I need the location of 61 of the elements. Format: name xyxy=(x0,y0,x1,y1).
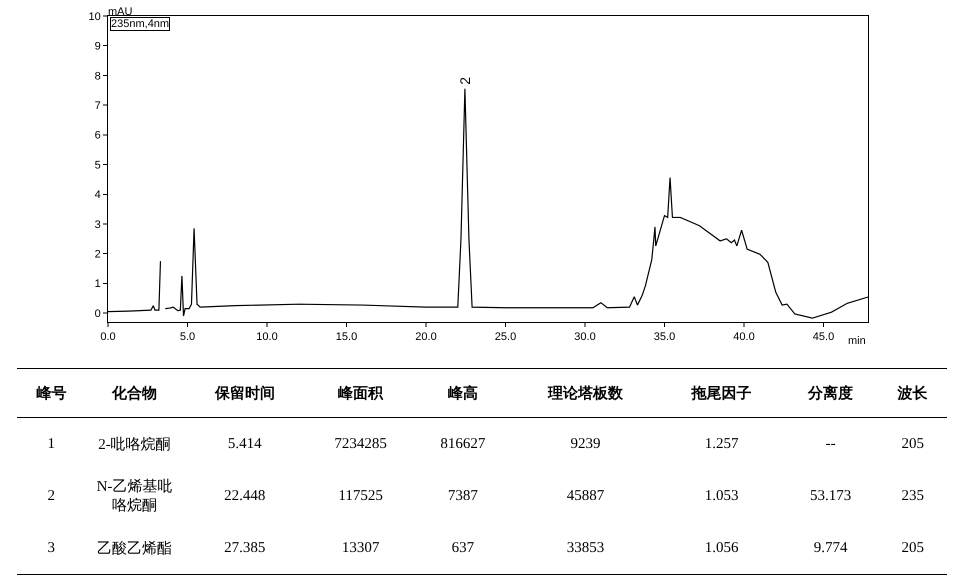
text: 9239 xyxy=(570,436,600,452)
text: 7234285 xyxy=(334,436,387,452)
category-label: 峰高 xyxy=(415,368,511,418)
text: 45887 xyxy=(566,488,604,504)
text: N-乙烯基吡咯烷酮 xyxy=(96,479,172,514)
text: 7387 xyxy=(448,488,478,504)
x-tick-label: 20.0 xyxy=(415,331,437,344)
text: 205 xyxy=(901,540,924,556)
text: 1.053 xyxy=(704,488,738,504)
text: 5.414 xyxy=(228,436,262,452)
x-axis-title: min xyxy=(848,335,866,347)
text: 816627 xyxy=(440,436,486,452)
text: 33853 xyxy=(566,540,604,556)
text: 乙酸乙烯酯 xyxy=(97,540,172,556)
text: 13307 xyxy=(342,540,380,556)
text: -- xyxy=(826,436,836,452)
category-label: 峰号 xyxy=(17,368,86,418)
x-tick-label: 0.0 xyxy=(100,331,116,344)
category-label: 化合物 xyxy=(86,368,184,418)
x-tick-label: 5.0 xyxy=(180,331,196,344)
y-tick-label: 9 xyxy=(94,40,101,53)
y-tick-label: 1 xyxy=(94,278,101,290)
annotation: 2 xyxy=(457,76,474,85)
y-tick-label: 4 xyxy=(94,189,101,202)
y-tick-label: 8 xyxy=(94,70,101,82)
text: 637 xyxy=(452,540,474,556)
text: 1.056 xyxy=(704,540,738,556)
category-label: 理论塔板数 xyxy=(510,368,660,418)
category-label: 峰面积 xyxy=(306,368,416,418)
text: 2 xyxy=(48,488,55,504)
x-tick-label: 45.0 xyxy=(812,331,834,344)
text: 3 xyxy=(48,540,55,556)
x-tick-label: 40.0 xyxy=(733,331,755,344)
text: 2-吡咯烷酮 xyxy=(98,436,171,452)
x-tick-label: 30.0 xyxy=(574,331,596,344)
category-label: 拖尾因子 xyxy=(660,368,783,418)
category-label: 波长 xyxy=(878,368,947,418)
y-tick-label: 5 xyxy=(94,159,101,172)
text: 53.173 xyxy=(810,488,852,504)
x-tick-label: 15.0 xyxy=(336,331,358,344)
text: 9.774 xyxy=(814,540,848,556)
x-tick-label: 35.0 xyxy=(654,331,676,344)
text: 27.385 xyxy=(224,540,266,556)
text: 1.257 xyxy=(704,436,738,452)
category-label: 保留时间 xyxy=(184,368,306,418)
text: 205 xyxy=(901,436,924,452)
annotation: 235nm,4nm xyxy=(111,18,170,30)
text: 22.448 xyxy=(224,488,266,504)
y-tick-label: 2 xyxy=(94,248,101,261)
text: 1 xyxy=(48,436,55,452)
y-tick-label: 7 xyxy=(94,100,101,112)
y-axis-title: mAU xyxy=(108,6,132,18)
y-tick-label: 10 xyxy=(88,10,101,23)
text: 117525 xyxy=(338,488,383,504)
y-tick-label: 0 xyxy=(94,308,101,320)
y-tick-label: 6 xyxy=(94,130,101,142)
text: 235 xyxy=(901,488,924,504)
y-tick-label: 3 xyxy=(94,218,101,231)
x-tick-label: 25.0 xyxy=(494,331,516,344)
category-label: 分离度 xyxy=(782,368,878,418)
x-tick-label: 10.0 xyxy=(256,331,278,344)
